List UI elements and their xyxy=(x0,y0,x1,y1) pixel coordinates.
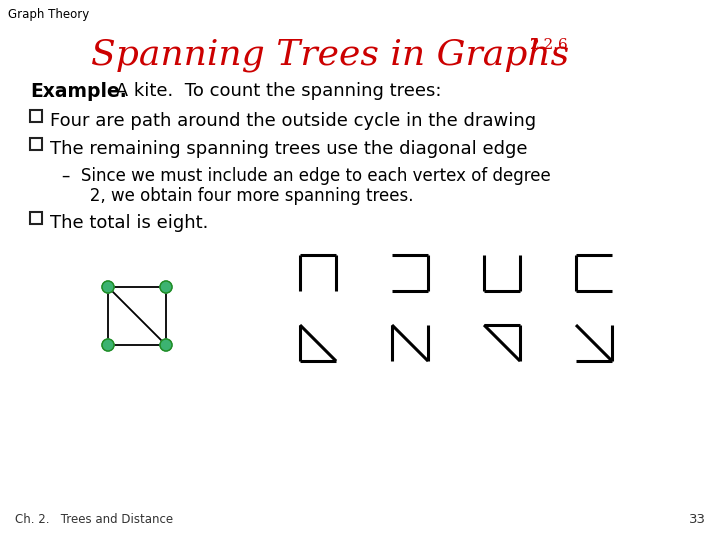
Text: Graph Theory: Graph Theory xyxy=(8,8,89,21)
Text: 2.2.6: 2.2.6 xyxy=(530,38,569,52)
Bar xyxy=(30,110,42,122)
Text: A kite.  To count the spanning trees:: A kite. To count the spanning trees: xyxy=(110,82,441,100)
Circle shape xyxy=(102,339,114,351)
Text: Spanning Trees in Graphs: Spanning Trees in Graphs xyxy=(91,38,569,72)
Text: The total is eight.: The total is eight. xyxy=(50,214,208,232)
Text: Four are path around the outside cycle in the drawing: Four are path around the outside cycle i… xyxy=(50,112,536,130)
Text: Ch. 2.   Trees and Distance: Ch. 2. Trees and Distance xyxy=(15,513,173,526)
Text: 2, we obtain four more spanning trees.: 2, we obtain four more spanning trees. xyxy=(74,187,413,205)
Text: The remaining spanning trees use the diagonal edge: The remaining spanning trees use the dia… xyxy=(50,140,528,158)
Circle shape xyxy=(160,339,172,351)
Circle shape xyxy=(102,281,114,293)
Bar xyxy=(30,138,42,150)
Text: –  Since we must include an edge to each vertex of degree: – Since we must include an edge to each … xyxy=(62,167,551,185)
Circle shape xyxy=(160,281,172,293)
Text: Example.: Example. xyxy=(30,82,127,101)
Bar xyxy=(30,212,42,224)
Text: 33: 33 xyxy=(689,513,706,526)
